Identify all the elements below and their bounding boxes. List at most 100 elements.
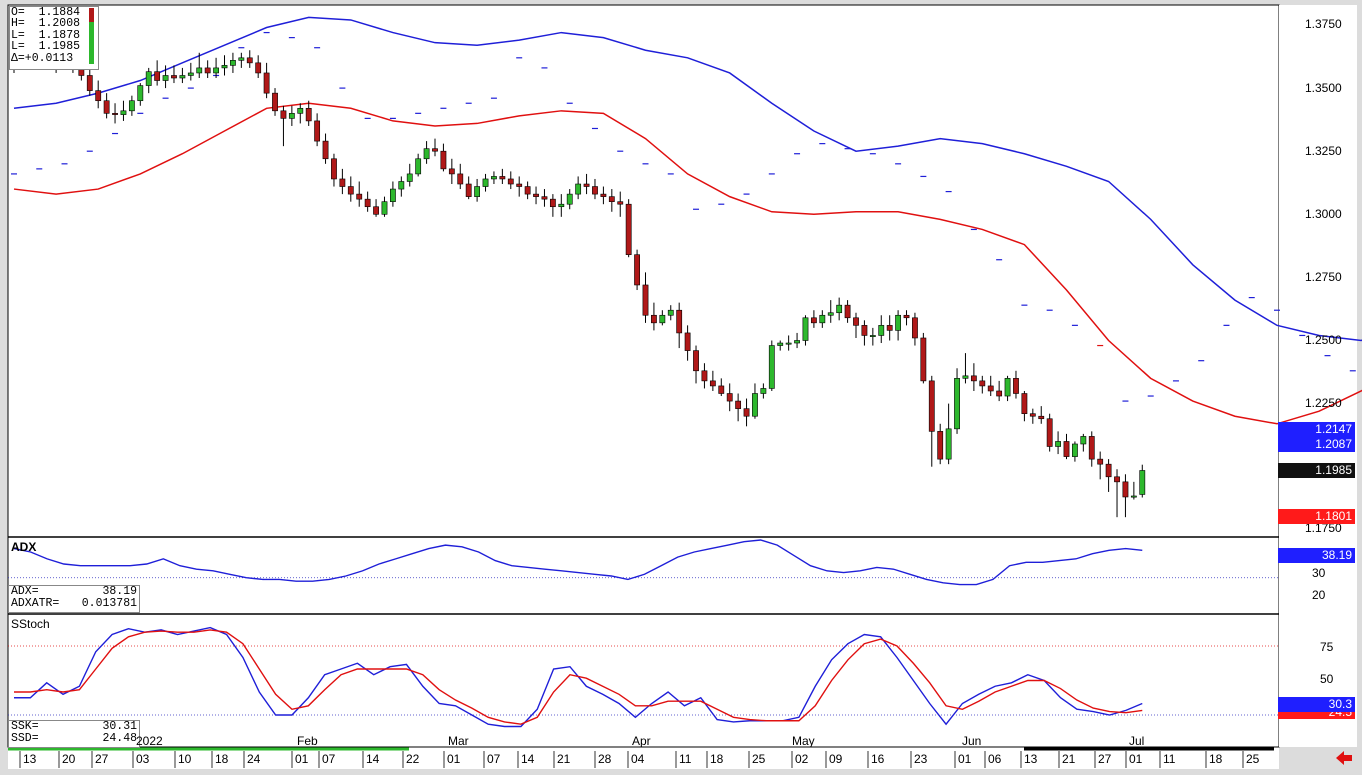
x-axis [8,746,1279,769]
month-label: Feb [297,734,318,748]
candle-up [1055,441,1061,447]
candle-down [516,183,523,187]
candle-up [1139,470,1146,495]
month-label: Mar [448,734,469,748]
adx-plot [13,539,1143,586]
candle-down [440,150,447,170]
stoch-readout: SSK= 30.31 SSD= 24.48 [8,720,140,748]
candle-down [996,390,1003,397]
ssd-label: SSD= [11,732,39,745]
candle-up [120,110,127,115]
month-label: 2022 [136,734,163,748]
candle-down [608,196,615,202]
candle-up [836,304,843,314]
candle-up [962,375,969,379]
candle-down [920,337,927,382]
upper-band-tag: 1.2147 [1278,422,1355,437]
reference-lines [8,577,1279,716]
candle-down [937,431,944,460]
candle-down [339,178,346,187]
candle-down [103,100,110,114]
candle-down [322,140,329,160]
candle-down [1029,413,1036,417]
candle-down [432,148,438,152]
candle-up [777,342,784,346]
candle-down [853,317,859,326]
day-tick-label: 18 [215,752,229,766]
candle-down [331,158,337,180]
month-label: May [792,734,815,748]
candle-up [667,309,674,316]
candle-up [288,113,295,119]
adx-value: 38.19 [102,585,137,598]
candle-down [507,178,514,185]
price-tick-label: 1.2750 [1305,270,1342,284]
candle-up [381,201,388,215]
day-tick-label: 27 [1098,752,1112,766]
stoch-tick-label: 75 [1320,640,1334,654]
candle-down [86,75,93,91]
candle-up [558,203,565,208]
day-tick-label: 01 [1129,752,1143,766]
price-tick-label: 1.2500 [1305,333,1342,347]
candle-down [1122,481,1129,498]
candle-down [1097,458,1104,465]
day-tick-label: 03 [136,752,150,766]
candle-down [171,75,177,79]
candle-up [491,176,497,180]
candle-up [230,60,236,66]
candle-up [794,340,800,344]
candle-up [768,345,775,389]
change-value: Δ=+0.0113 [11,51,74,65]
high-value: H= 1.2008 [11,17,81,31]
candle-down [533,193,539,197]
candle-down [154,71,161,81]
candle-down [204,67,211,74]
candle-up [827,312,834,316]
candle-up [297,107,304,114]
candle-down [718,385,725,394]
upper_band-line [13,16,1362,342]
candle-up [196,67,203,74]
candle-down [592,186,598,195]
day-tick-label: 24 [247,752,261,766]
candle-down [1088,436,1095,460]
candle-up [145,71,152,86]
candle-up [137,85,144,102]
day-tick-label: 13 [1024,752,1038,766]
day-tick-label: 21 [1062,752,1076,766]
adx-tick-label: 30 [1312,566,1326,580]
candle-up [179,75,186,79]
candle-up [575,183,582,195]
candle-down [1105,463,1112,478]
day-tick-label: 10 [178,752,192,766]
candle-up [482,178,489,187]
month-label: Jul [1129,734,1145,748]
day-tick-label: 22 [406,752,420,766]
candle-down [549,198,556,208]
scroll-left-arrow-icon[interactable] [1336,751,1352,765]
candle-down [1063,441,1070,457]
price-tick-label: 1.3000 [1305,207,1342,221]
ssk-value-tag: 30.3 [1278,697,1355,712]
candle-up [785,342,792,345]
candle-up [1004,378,1011,397]
candle-up [238,57,245,61]
candle-down [583,183,590,187]
day-tick-label: 25 [1246,752,1260,766]
day-tick-label: 11 [1163,752,1176,766]
candle-down [305,107,312,122]
candle-down [272,92,278,112]
price-tick-label: 1.3500 [1305,81,1342,95]
candle-down [970,375,977,382]
candle-down [255,62,262,74]
candle-down [735,400,742,409]
stoch-plot [14,626,1143,728]
price-plot [11,16,1362,518]
ssk-value: 30.31 [102,720,137,733]
day-tick-label: 25 [752,752,766,766]
candle-down [465,183,472,197]
ssk-label: SSK= [11,720,39,733]
day-tick-label: 01 [295,752,309,766]
candle-down [457,173,464,185]
